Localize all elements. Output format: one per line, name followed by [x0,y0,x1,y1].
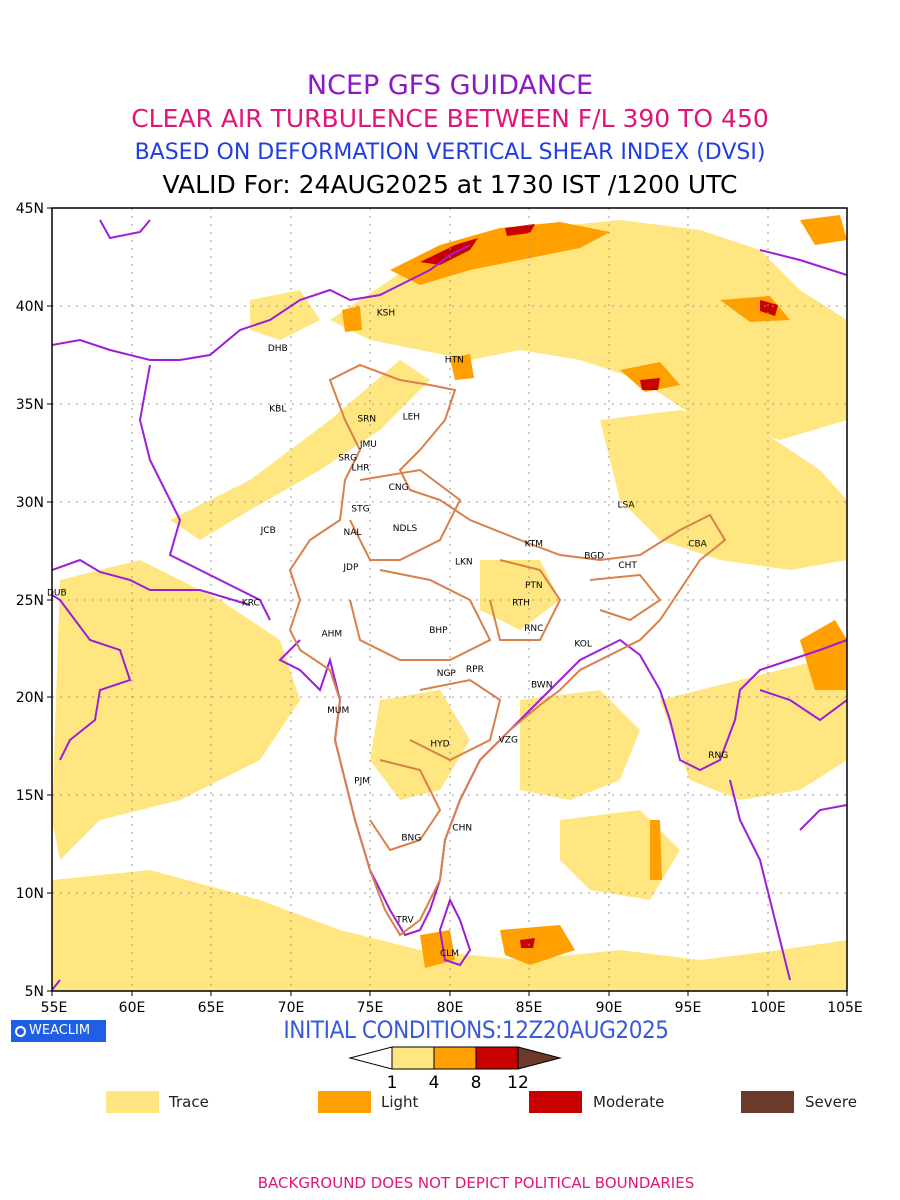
india-boundaries [288,363,727,937]
axis-ticks [47,207,848,996]
lat-label: 35N [16,397,44,413]
station-label-cng: CNG [389,483,409,493]
lon-label: 70E [278,1000,305,1016]
lon-label: 55E [41,1000,68,1016]
station-label-dhb: DHB [268,344,288,354]
weaclim-logo-text: WEACLIM [29,1023,91,1038]
station-label-jcb: JCB [260,526,276,536]
station-label-ksh: KSH [377,309,395,319]
colorbar-tick: 1 [387,1073,398,1093]
station-label-ptn: PTN [525,581,543,591]
station-label-jdp: JDP [342,563,359,573]
station-label-cba: CBA [688,540,707,550]
station-label-vzg: VZG [499,735,518,745]
lon-label: 65E [198,1000,225,1016]
station-label-dub: DUB [47,589,67,599]
lat-label: 40N [16,299,44,315]
station-label-kol: KOL [574,640,592,650]
logo-ring-icon [15,1026,26,1037]
weaclim-logo: WEACLIM [11,1020,106,1042]
lat-labels: 45N 40N 35N 30N 25N 20N 15N 10N 5N [16,201,44,1000]
station-label-rth: RTH [512,598,530,608]
moderate-regions [420,224,778,948]
lat-label: 20N [16,690,44,706]
station-label-ahm: AHM [321,630,342,640]
station-label-bwn: BWN [531,681,553,691]
station-label-bhp: BHP [429,626,448,636]
station-label-leh: LEH [403,412,420,422]
title-product: CLEAR AIR TURBULENCE BETWEEN F/L 390 TO … [131,104,769,133]
station-label-krc: KRC [242,598,260,608]
legend-label-trace: Trace [169,1093,209,1111]
station-label-clm: CLM [440,949,459,959]
lat-label: 10N [16,886,44,902]
colorbar-trace-box [391,1046,435,1070]
lon-label: 80E [437,1000,464,1016]
station-label-ngp: NGP [437,669,457,679]
station-label-srn: SRN [357,414,376,424]
station-label-srg: SRG [338,454,357,464]
legend-swatch-light [318,1091,371,1113]
lon-label: 60E [119,1000,146,1016]
lat-label: 45N [16,201,44,217]
lat-label: 15N [16,788,44,804]
lon-label: 95E [675,1000,702,1016]
station-label-lhr: LHR [351,463,369,473]
station-label-bng: BNG [401,833,421,843]
lat-label: 5N [25,984,44,1000]
colorbar-moderate-box [475,1046,519,1070]
lon-label: 100E [750,1000,786,1016]
station-label-jmu: JMU [359,440,377,450]
colorbar-light-box [433,1046,477,1070]
lat-label: 30N [16,495,44,511]
lon-label: 90E [596,1000,623,1016]
title-model: NCEP GFS GUIDANCE [306,70,594,101]
colorbar-severe-arrow [517,1046,562,1070]
legend-label-severe: Severe [805,1093,857,1111]
station-label-ndls: NDLS [393,524,418,534]
map-layers [52,208,847,991]
colorbar-tick: 12 [507,1073,529,1093]
station-label-lsa: LSA [617,501,635,511]
station-label-cht: CHT [618,561,637,571]
legend-label-light: Light [381,1093,419,1111]
legend-label-moderate: Moderate [593,1093,665,1111]
lon-label: 75E [357,1000,384,1016]
trace-regions [52,220,847,991]
station-label-bgd: BGD [584,551,604,561]
station-label-pjm: PJM [354,777,370,787]
station-label-rnc: RNC [524,624,543,634]
station-label-kbl: KBL [269,405,286,415]
lon-label: 85E [516,1000,543,1016]
initial-conditions: INITIAL CONDITIONS:12Z20AUG2025 [283,1016,669,1044]
light-regions [342,215,847,968]
station-label-htn: HTN [445,356,464,366]
lon-labels: 55E 60E 65E 70E 75E 80E 85E 90E 95E 100E… [41,1000,863,1016]
title-method: BASED ON DEFORMATION VERTICAL SHEAR INDE… [134,140,766,165]
colorbar-low-arrow [348,1046,393,1070]
station-label-rpr: RPR [466,665,484,675]
colorbar-tick: 4 [429,1073,440,1093]
lon-label: 105E [827,1000,863,1016]
station-label-chn: CHN [452,824,472,834]
station-label-trv: TRV [395,916,414,926]
station-label-lkn: LKN [455,557,473,567]
title-valid-time: VALID For: 24AUG2025 at 1730 IST /1200 U… [162,170,738,199]
colorbar: 1 4 8 12 [348,1046,562,1093]
boundary-disclaimer: BACKGROUND DOES NOT DEPICT POLITICAL BOU… [257,1174,695,1192]
legend-swatch-severe [741,1091,794,1113]
station-label-hyd: HYD [430,739,449,749]
legend-swatch-trace [106,1091,159,1113]
station-label-nal: NAL [344,528,362,538]
legend-swatch-moderate [529,1091,582,1113]
colorbar-tick: 8 [471,1073,482,1093]
station-label-mum: MUM [327,706,349,716]
station-label-stg: STG [351,504,369,514]
station-label-ktm: KTM [525,540,543,550]
station-label-rng: RNG [708,751,728,761]
lat-label: 25N [16,593,44,609]
